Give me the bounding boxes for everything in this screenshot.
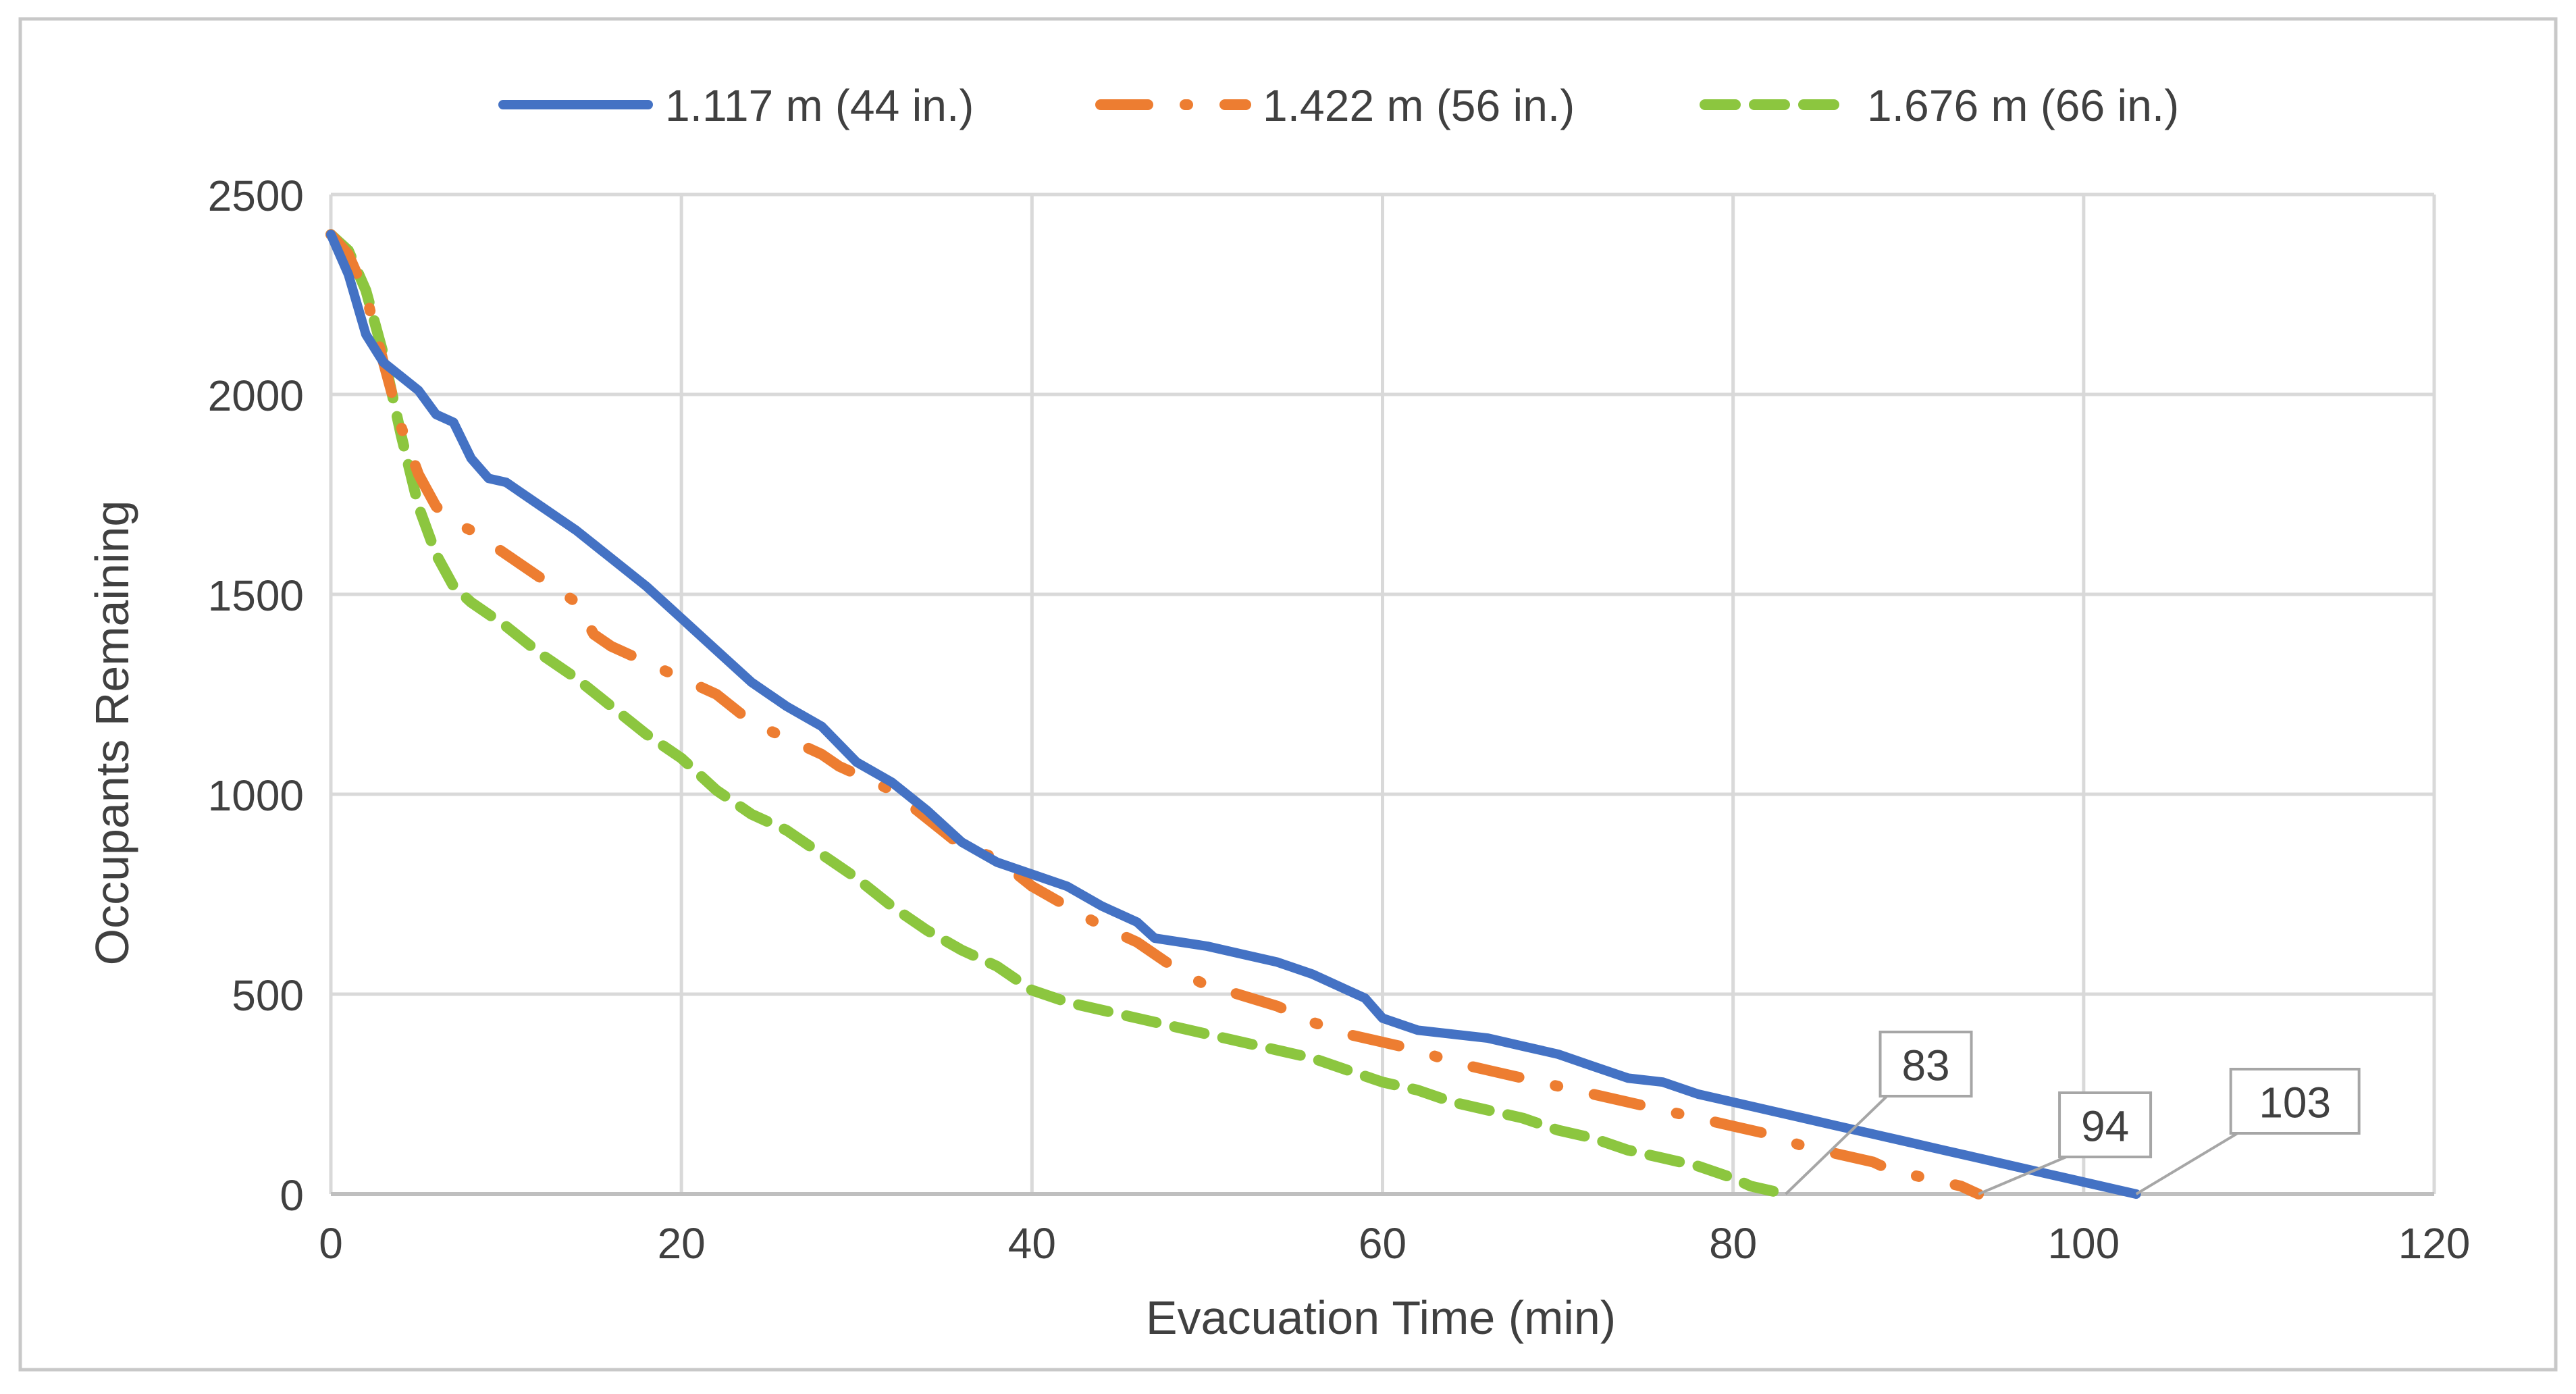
callout-box <box>1878 1031 1973 1098</box>
x-tick-label: 60 <box>1359 1219 1407 1268</box>
grid-lines <box>329 192 2436 1196</box>
x-axis-title: Evacuation Time (min) <box>1146 1291 1616 1344</box>
x-tick-label: 120 <box>2398 1219 2471 1268</box>
end-callouts: 103 94 83 <box>1785 1031 2361 1195</box>
x-tick-label: 40 <box>1008 1219 1056 1268</box>
callout-leader <box>2135 1132 2238 1195</box>
series-layer <box>325 229 2141 1199</box>
x-tick-label: 20 <box>658 1219 706 1268</box>
callout-leader <box>1978 1156 2067 1195</box>
series-line-2 <box>325 229 1984 1199</box>
x-tick-label: 0 <box>319 1219 343 1268</box>
legend-label: 1.676 m (66 in.) <box>1867 80 2179 130</box>
x-tick-label: 80 <box>1709 1219 1757 1268</box>
legend: 1.117 m (44 in.) 1.422 m (56 in.) 1.676 m … <box>498 80 2179 130</box>
legend-label: 1.422 m (56 in.) <box>1263 80 1575 130</box>
callout-label: 83 <box>1901 1041 1949 1090</box>
y-tick-label: 1000 <box>208 771 304 820</box>
x-tick-label: 100 <box>2047 1219 2120 1268</box>
callout-leader <box>1785 1095 1888 1195</box>
y-tick-label: 500 <box>232 971 304 1020</box>
chart-frame <box>18 17 2558 1372</box>
callout-label: 103 <box>2259 1079 2331 1127</box>
y-tick-label: 2000 <box>208 371 304 420</box>
series-line-3 <box>325 229 1791 1199</box>
y-tick-label: 1500 <box>208 571 304 620</box>
callout-label: 94 <box>2081 1102 2129 1151</box>
callout-box <box>2058 1091 2153 1158</box>
series-line-1 <box>326 230 2141 1199</box>
y-axis-title: Occupants Remaining <box>86 500 138 966</box>
legend-label: 1.117 m (44 in.) <box>665 80 974 130</box>
callout-box <box>2229 1068 2361 1135</box>
y-tick-label: 0 <box>280 1171 304 1220</box>
axis-ticks: 0 500 1000 1500 2000 2500 0 20 40 60 80 100 120 <box>208 172 2471 1268</box>
y-tick-label: 2500 <box>208 172 304 220</box>
